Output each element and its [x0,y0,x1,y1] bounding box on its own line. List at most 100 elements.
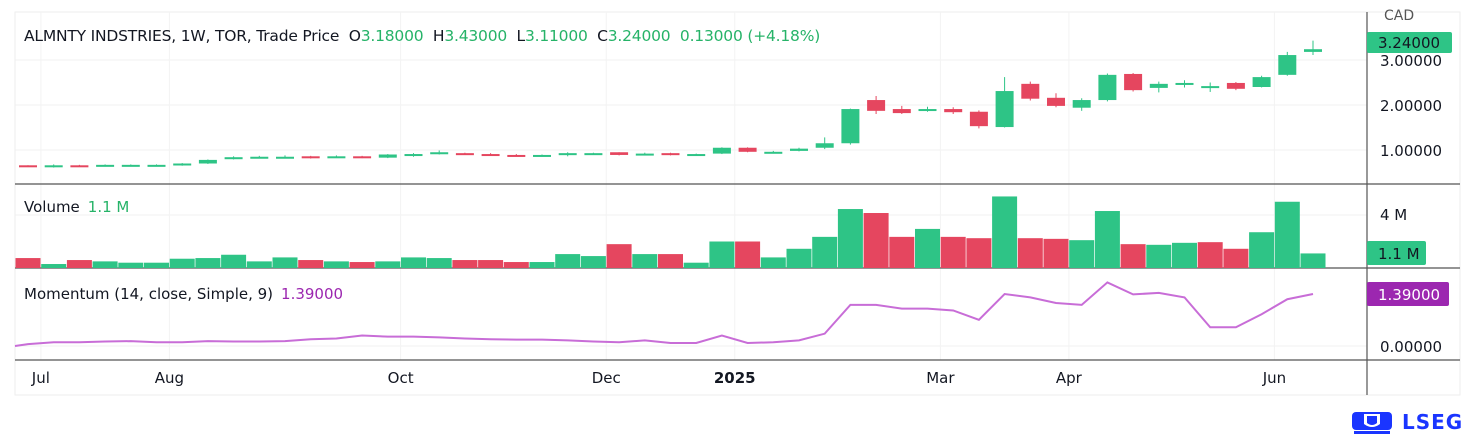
volume-bar[interactable] [992,196,1018,268]
volume-bar[interactable] [606,244,632,268]
volume-bar[interactable] [1249,232,1275,268]
candle-body[interactable] [1304,49,1322,52]
volume-bar[interactable] [1300,253,1326,268]
candle-body[interactable] [841,109,860,144]
volume-bar[interactable] [298,260,324,268]
volume-bar[interactable] [92,261,118,268]
candle-body[interactable] [507,154,526,157]
candle-body[interactable] [892,109,911,114]
volume-bar[interactable] [658,254,683,268]
candle-body[interactable] [1149,83,1168,88]
candle-body[interactable] [712,147,731,154]
candle-body[interactable] [250,156,269,159]
candle-body[interactable] [173,163,192,166]
volume-bar[interactable] [1017,238,1043,268]
candle-body[interactable] [327,156,346,159]
volume-bar[interactable] [555,254,581,268]
volume-bar[interactable] [889,236,915,268]
volume-bar[interactable] [426,258,452,268]
candle-body[interactable] [1226,82,1245,89]
candle-body[interactable] [867,100,886,111]
volume-bar[interactable] [580,256,606,268]
volume-bar[interactable] [15,258,41,268]
candle-body[interactable] [301,156,320,159]
candle-body[interactable] [1201,86,1220,89]
candle-body[interactable] [1252,77,1271,87]
candle-body[interactable] [995,91,1014,128]
candle-body[interactable] [147,164,166,167]
volume-bar[interactable] [760,257,786,268]
candle-body[interactable] [1278,55,1297,75]
candle-body[interactable] [353,156,372,159]
volume-bar[interactable] [632,254,658,268]
candle-body[interactable] [481,154,500,157]
volume-bar[interactable] [118,262,144,268]
candle-body[interactable] [121,164,140,167]
candle-body[interactable] [44,165,63,168]
volume-bar[interactable] [246,261,272,268]
candle-body[interactable] [918,109,937,112]
candle-body[interactable] [687,154,706,157]
volume-bar[interactable] [503,262,529,268]
candle-body[interactable] [944,109,963,113]
candle-body[interactable] [1175,82,1194,85]
volume-bar[interactable] [195,258,221,268]
candle-body[interactable] [610,152,629,155]
volume-bar[interactable] [478,260,504,268]
candle-body[interactable] [584,153,603,156]
candle-body[interactable] [1047,97,1065,106]
volume-bar[interactable] [1094,211,1120,268]
volume-bar[interactable] [1274,201,1300,268]
volume-bar[interactable] [529,262,555,268]
volume-bar[interactable] [349,262,375,268]
volume-bar[interactable] [1146,244,1172,268]
candle-body[interactable] [70,165,89,168]
candle-body[interactable] [224,157,243,160]
volume-bar[interactable] [323,261,349,268]
candle-body[interactable] [19,165,37,168]
volume-bar[interactable] [940,236,966,268]
volume-bar[interactable] [272,257,298,268]
candle-body[interactable] [1072,100,1091,108]
volume-bar[interactable] [786,248,812,268]
candle-body[interactable] [790,148,808,151]
volume-bar[interactable] [863,213,889,268]
candle-body[interactable] [96,164,115,167]
candle-body[interactable] [815,143,834,148]
volume-bar[interactable] [221,254,247,268]
volume-bar[interactable] [812,236,838,268]
volume-bar[interactable] [1197,242,1223,268]
candle-body[interactable] [1098,74,1117,101]
candle-body[interactable] [1021,83,1040,99]
volume-bar[interactable] [375,261,401,268]
volume-bar[interactable] [1069,240,1095,268]
volume-bar[interactable] [683,262,709,268]
volume-bar[interactable] [966,238,992,268]
volume-bar[interactable] [837,209,863,268]
candle-body[interactable] [404,154,423,157]
candle-body[interactable] [738,147,757,152]
candle-body[interactable] [455,153,474,156]
candle-body[interactable] [635,153,654,156]
volume-bar[interactable] [1120,244,1146,268]
volume-bar[interactable] [1223,248,1249,268]
candle-body[interactable] [276,156,294,159]
volume-bar[interactable] [66,260,92,268]
candle-body[interactable] [558,153,577,156]
volume-bar[interactable] [735,241,761,269]
candle-body[interactable] [378,154,397,158]
volume-bar[interactable] [915,228,940,268]
volume-bar[interactable] [1172,242,1197,268]
volume-bar[interactable] [709,241,735,269]
volume-bar[interactable] [41,264,67,268]
volume-bar[interactable] [452,260,478,268]
candle-body[interactable] [1124,73,1143,91]
volume-bar[interactable] [144,262,169,268]
volume-bar[interactable] [1043,238,1069,268]
candle-body[interactable] [430,152,449,155]
candle-body[interactable] [764,151,783,154]
candle-body[interactable] [661,153,680,156]
candle-body[interactable] [969,111,988,127]
volume-bar[interactable] [169,258,195,268]
